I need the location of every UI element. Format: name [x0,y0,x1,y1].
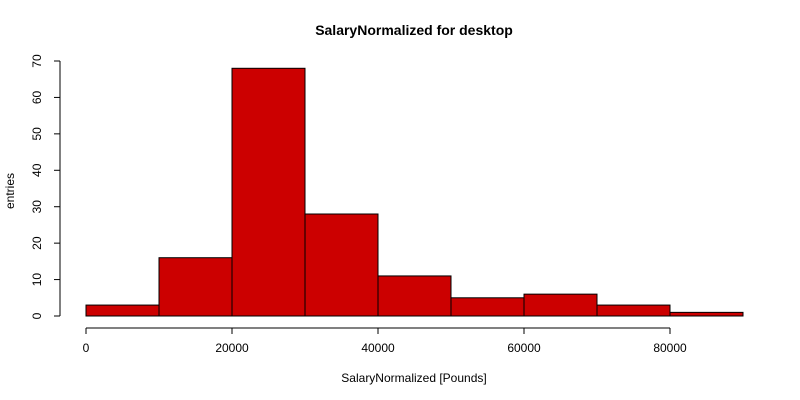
x-axis: 0 20000 40000 60000 80000 [83,327,687,355]
y-tick-label: 30 [30,200,44,214]
y-tick-label: 50 [30,127,44,141]
y-axis: 0 10 20 30 40 50 60 70 [30,54,61,319]
x-tick-label: 80000 [653,341,687,355]
histogram-bar [377,275,452,317]
histogram-bar [304,213,379,317]
histogram-bar [231,67,306,317]
histogram-bar [158,257,233,317]
x-tick-label: 40000 [361,341,395,355]
x-ticks-group: 0 20000 40000 60000 80000 [83,328,687,355]
histogram-bar [523,293,598,317]
y-tick-label: 40 [30,163,44,177]
y-ticks-group: 0 10 20 30 40 50 60 70 [30,54,60,319]
histogram-bar [450,297,525,317]
x-tick-label: 20000 [215,341,249,355]
y-axis-label: entries [3,173,17,209]
chart-title: SalaryNormalized for desktop [315,22,513,38]
histogram-bar [596,304,671,317]
histogram-bar [669,311,744,317]
y-tick-label: 10 [30,273,44,287]
histogram-bar [85,304,160,317]
y-tick-label: 20 [30,236,44,250]
y-tick-label: 60 [30,90,44,104]
y-tick-label: 0 [30,312,44,319]
bars-group [85,67,744,317]
y-tick-label: 70 [30,54,44,68]
x-tick-label: 0 [83,341,90,355]
x-axis-label: SalaryNormalized [Pounds] [341,371,486,385]
x-tick-label: 60000 [507,341,541,355]
